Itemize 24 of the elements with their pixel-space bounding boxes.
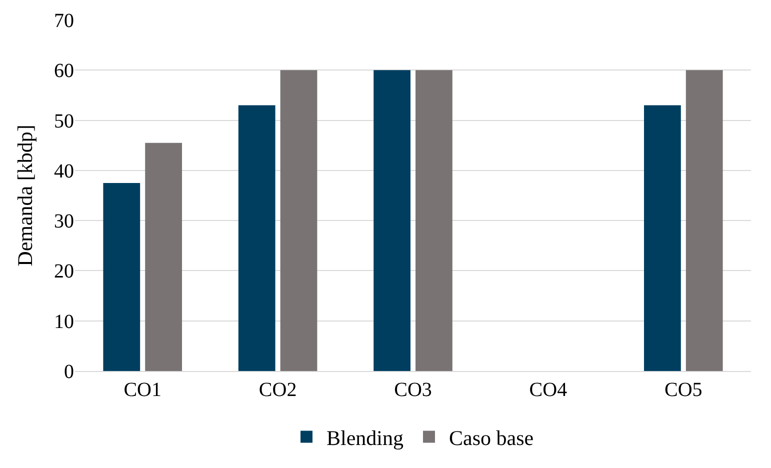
y-tick-label: 50	[54, 110, 74, 132]
y-tick-label: 30	[54, 210, 74, 233]
bar	[644, 105, 681, 371]
x-tick-label: CO1	[124, 379, 162, 401]
bar	[686, 70, 723, 371]
legend-label: Blending	[326, 426, 404, 450]
x-tick-label: CO3	[394, 379, 432, 401]
y-axis-title: Demanda [kbdp]	[13, 124, 38, 266]
x-tick-label: CO2	[258, 379, 297, 401]
x-tick-label: CO4	[529, 379, 568, 401]
y-tick-label: 0	[64, 361, 74, 383]
bar	[416, 70, 452, 371]
y-tick-label: 60	[54, 60, 74, 82]
bar	[238, 105, 276, 371]
bar	[280, 70, 318, 371]
y-tick-label: 40	[54, 160, 74, 182]
legend-label: Caso base	[448, 426, 534, 450]
y-tick-label: 70	[54, 10, 74, 32]
bar	[145, 142, 182, 371]
bar	[374, 70, 410, 371]
bar	[103, 182, 140, 371]
y-tick-label: 20	[54, 260, 74, 283]
x-tick-label: CO5	[664, 379, 702, 401]
y-tick-label: 10	[54, 310, 74, 333]
